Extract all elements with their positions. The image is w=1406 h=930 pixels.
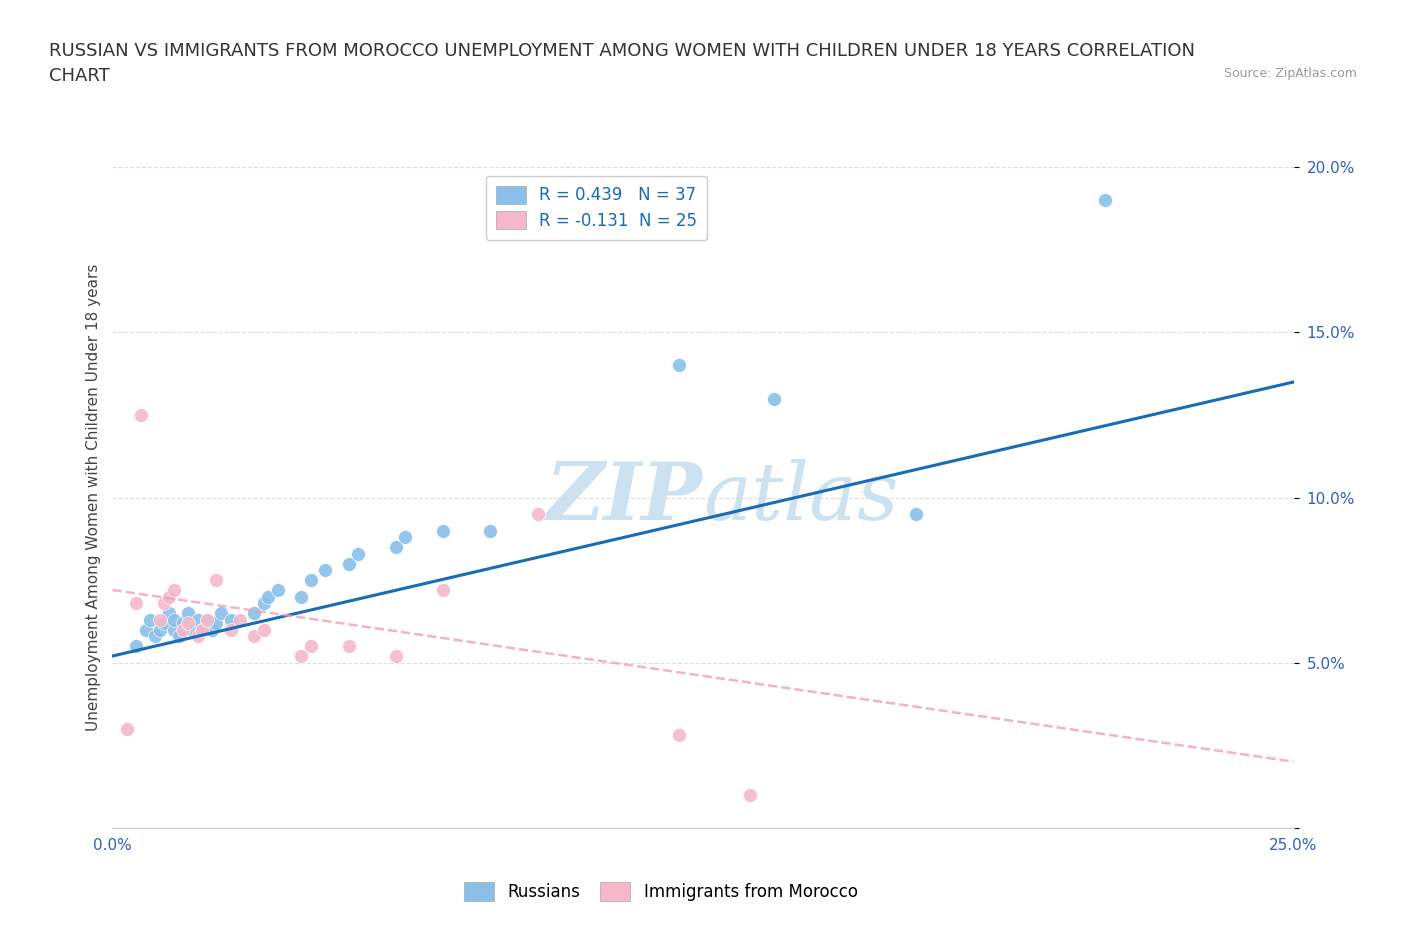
Point (243, 605, 266, 620)
Point (219, 622, 242, 637)
Point (257, 590, 280, 604)
Point (432, 523, 454, 538)
Point (229, 612, 252, 627)
Point (337, 556, 360, 571)
Point (904, 507, 927, 522)
Point (163, 582, 186, 597)
Point (290, 648, 312, 663)
Point (394, 530, 416, 545)
Point (668, 358, 690, 373)
Point (172, 622, 194, 637)
Point (668, 728, 690, 743)
Point (219, 612, 242, 627)
Point (253, 622, 276, 637)
Point (290, 590, 312, 604)
Point (337, 639, 360, 654)
Point (195, 612, 218, 627)
Point (253, 596, 276, 611)
Point (205, 616, 228, 631)
Point (191, 622, 214, 637)
Point (153, 616, 176, 631)
Point (143, 629, 166, 644)
Text: Source: ZipAtlas.com: Source: ZipAtlas.com (1223, 67, 1357, 80)
Legend: R = 0.439   N = 37, R = -0.131  N = 25: R = 0.439 N = 37, R = -0.131 N = 25 (486, 176, 707, 240)
Point (177, 605, 200, 620)
Point (267, 582, 290, 597)
Point (186, 612, 208, 627)
Point (385, 539, 408, 554)
Point (432, 582, 454, 597)
Point (762, 392, 785, 406)
Point (314, 563, 336, 578)
Point (1094, 193, 1116, 208)
Point (125, 639, 148, 654)
Point (177, 616, 200, 631)
Text: RUSSIAN VS IMMIGRANTS FROM MOROCCO UNEMPLOYMENT AMONG WOMEN WITH CHILDREN UNDER : RUSSIAN VS IMMIGRANTS FROM MOROCCO UNEMP… (49, 42, 1195, 60)
Text: atlas: atlas (703, 458, 898, 537)
Point (167, 629, 190, 644)
Point (125, 596, 148, 611)
Text: ZIP: ZIP (546, 458, 703, 537)
Point (209, 605, 232, 620)
Point (153, 596, 176, 611)
Point (163, 622, 186, 637)
Point (186, 629, 208, 644)
Point (149, 622, 172, 637)
Point (526, 507, 548, 522)
Point (115, 722, 138, 737)
Point (135, 622, 157, 637)
Point (299, 573, 322, 588)
Point (139, 612, 162, 627)
Text: CHART: CHART (49, 67, 110, 85)
Point (181, 622, 204, 637)
Point (195, 612, 218, 627)
Point (172, 616, 194, 631)
Point (201, 622, 224, 637)
Point (243, 629, 266, 644)
Point (129, 407, 152, 422)
Point (149, 612, 172, 627)
Point (205, 573, 228, 588)
Point (157, 590, 180, 604)
Point (191, 622, 214, 637)
Point (347, 546, 370, 561)
Point (385, 648, 408, 663)
Point (163, 612, 186, 627)
Point (740, 787, 762, 802)
Point (479, 523, 502, 538)
Y-axis label: Unemployment Among Women with Children Under 18 years: Unemployment Among Women with Children U… (86, 264, 101, 731)
Point (299, 639, 322, 654)
Point (157, 605, 180, 620)
Legend: Russians, Immigrants from Morocco: Russians, Immigrants from Morocco (457, 876, 865, 908)
